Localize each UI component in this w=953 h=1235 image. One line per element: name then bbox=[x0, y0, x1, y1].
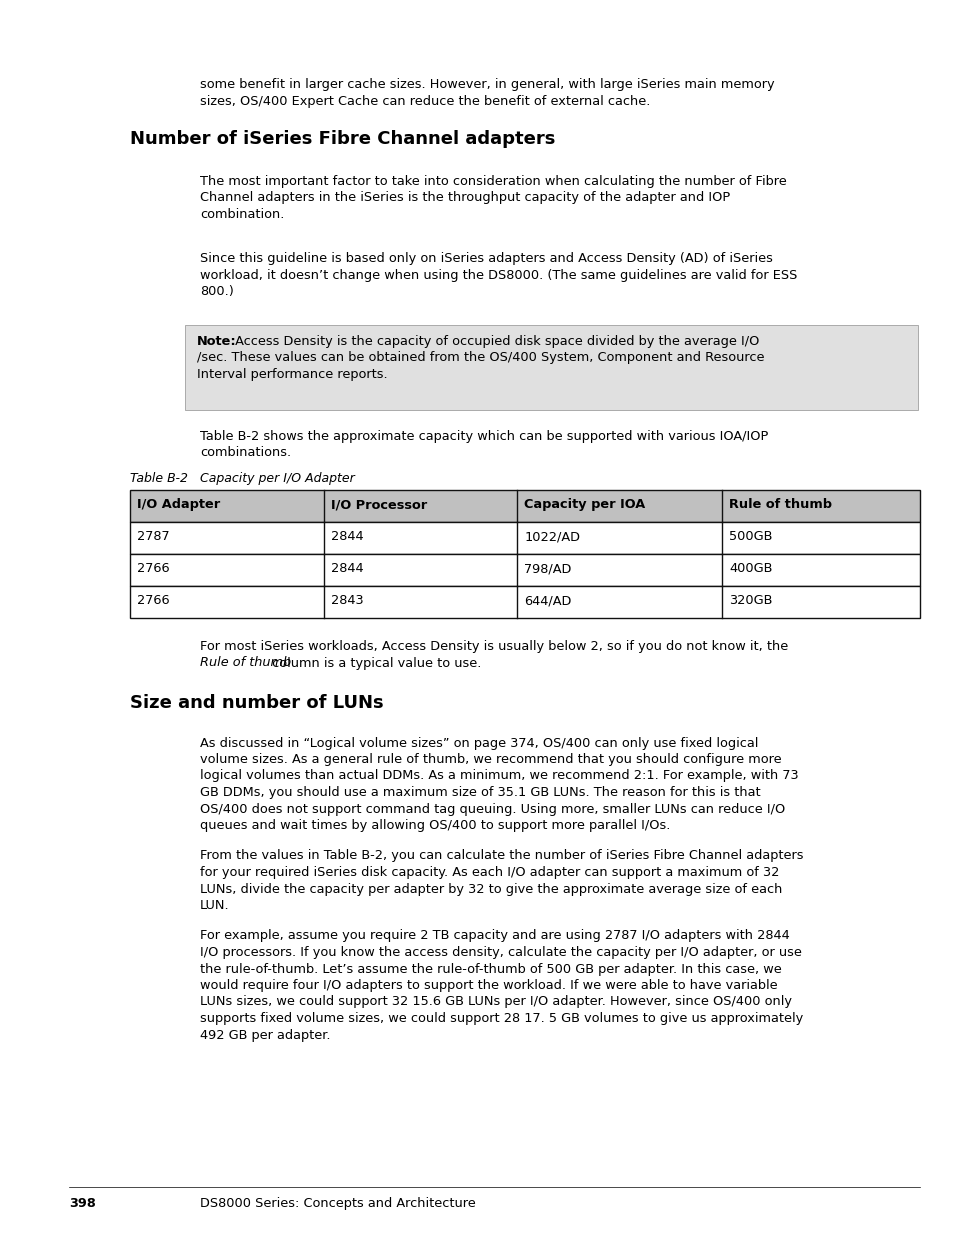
Text: 644/AD: 644/AD bbox=[523, 594, 571, 606]
Text: 2766: 2766 bbox=[137, 594, 170, 606]
Text: Since this guideline is based only on iSeries adapters and Access Density (AD) o: Since this guideline is based only on iS… bbox=[200, 252, 772, 266]
Text: Number of iSeries Fibre Channel adapters: Number of iSeries Fibre Channel adapters bbox=[130, 130, 555, 148]
Text: 500GB: 500GB bbox=[729, 530, 772, 543]
Text: For most iSeries workloads, Access Density is usually below 2, so if you do not : For most iSeries workloads, Access Densi… bbox=[200, 640, 787, 653]
Text: Note:: Note: bbox=[196, 335, 236, 348]
Text: Channel adapters in the iSeries is the throughput capacity of the adapter and IO: Channel adapters in the iSeries is the t… bbox=[200, 191, 729, 205]
Text: the rule-of-thumb. Let’s assume the rule-of-thumb of 500 GB per adapter. In this: the rule-of-thumb. Let’s assume the rule… bbox=[200, 962, 781, 976]
Text: 492 GB per adapter.: 492 GB per adapter. bbox=[200, 1029, 330, 1041]
Text: Access Density is the capacity of occupied disk space divided by the average I/O: Access Density is the capacity of occupi… bbox=[231, 335, 759, 348]
Text: Size and number of LUNs: Size and number of LUNs bbox=[130, 694, 383, 713]
Text: 2787: 2787 bbox=[137, 530, 170, 543]
Text: sizes, OS/400 Expert Cache can reduce the benefit of external cache.: sizes, OS/400 Expert Cache can reduce th… bbox=[200, 95, 650, 107]
Text: 320GB: 320GB bbox=[729, 594, 772, 606]
Text: 2843: 2843 bbox=[330, 594, 363, 606]
Text: /sec. These values can be obtained from the OS/400 System, Component and Resourc: /sec. These values can be obtained from … bbox=[196, 352, 763, 364]
Text: volume sizes. As a general rule of thumb, we recommend that you should configure: volume sizes. As a general rule of thumb… bbox=[200, 753, 781, 766]
Text: As discussed in “Logical volume sizes” on page 374, OS/400 can only use fixed lo: As discussed in “Logical volume sizes” o… bbox=[200, 736, 758, 750]
Text: From the values in Table B-2, you can calculate the number of iSeries Fibre Chan: From the values in Table B-2, you can ca… bbox=[200, 850, 802, 862]
Text: Capacity per IOA: Capacity per IOA bbox=[523, 498, 644, 511]
Text: Table B-2   Capacity per I/O Adapter: Table B-2 Capacity per I/O Adapter bbox=[130, 472, 355, 485]
Text: column is a typical value to use.: column is a typical value to use. bbox=[268, 657, 481, 669]
Text: 400GB: 400GB bbox=[729, 562, 772, 576]
Text: 800.): 800.) bbox=[200, 285, 233, 298]
Text: Rule of thumb: Rule of thumb bbox=[200, 657, 291, 669]
Bar bbox=[185, 325, 917, 410]
Text: Interval performance reports.: Interval performance reports. bbox=[196, 368, 387, 382]
Bar bbox=[130, 522, 919, 555]
Text: OS/400 does not support command tag queuing. Using more, smaller LUNs can reduce: OS/400 does not support command tag queu… bbox=[200, 803, 784, 815]
Text: 1022/AD: 1022/AD bbox=[523, 530, 579, 543]
Text: for your required iSeries disk capacity. As each I/O adapter can support a maxim: for your required iSeries disk capacity.… bbox=[200, 866, 779, 879]
Bar bbox=[130, 490, 919, 522]
Text: I/O Adapter: I/O Adapter bbox=[137, 498, 220, 511]
Text: combination.: combination. bbox=[200, 207, 284, 221]
Text: Rule of thumb: Rule of thumb bbox=[729, 498, 832, 511]
Text: 2766: 2766 bbox=[137, 562, 170, 576]
Text: Table B-2 shows the approximate capacity which can be supported with various IOA: Table B-2 shows the approximate capacity… bbox=[200, 430, 767, 443]
Text: 2844: 2844 bbox=[330, 562, 363, 576]
Text: The most important factor to take into consideration when calculating the number: The most important factor to take into c… bbox=[200, 175, 786, 188]
Text: would require four I/O adapters to support the workload. If we were able to have: would require four I/O adapters to suppo… bbox=[200, 979, 777, 992]
Text: For example, assume you require 2 TB capacity and are using 2787 I/O adapters wi: For example, assume you require 2 TB cap… bbox=[200, 930, 789, 942]
Bar bbox=[130, 555, 919, 585]
Text: supports fixed volume sizes, we could support 28 17. 5 GB volumes to give us app: supports fixed volume sizes, we could su… bbox=[200, 1011, 802, 1025]
Text: 398: 398 bbox=[69, 1197, 95, 1210]
Text: LUNs sizes, we could support 32 15.6 GB LUNs per I/O adapter. However, since OS/: LUNs sizes, we could support 32 15.6 GB … bbox=[200, 995, 791, 1009]
Text: some benefit in larger cache sizes. However, in general, with large iSeries main: some benefit in larger cache sizes. Howe… bbox=[200, 78, 774, 91]
Text: 2844: 2844 bbox=[330, 530, 363, 543]
Bar bbox=[130, 585, 919, 618]
Text: 798/AD: 798/AD bbox=[523, 562, 571, 576]
Text: LUNs, divide the capacity per adapter by 32 to give the approximate average size: LUNs, divide the capacity per adapter by… bbox=[200, 883, 781, 895]
Text: combinations.: combinations. bbox=[200, 447, 291, 459]
Text: workload, it doesn’t change when using the DS8000. (The same guidelines are vali: workload, it doesn’t change when using t… bbox=[200, 268, 797, 282]
Text: DS8000 Series: Concepts and Architecture: DS8000 Series: Concepts and Architecture bbox=[200, 1197, 476, 1210]
Text: I/O Processor: I/O Processor bbox=[330, 498, 426, 511]
Text: logical volumes than actual DDMs. As a minimum, we recommend 2:1. For example, w: logical volumes than actual DDMs. As a m… bbox=[200, 769, 798, 783]
Text: I/O processors. If you know the access density, calculate the capacity per I/O a: I/O processors. If you know the access d… bbox=[200, 946, 801, 960]
Text: LUN.: LUN. bbox=[200, 899, 230, 911]
Text: GB DDMs, you should use a maximum size of 35.1 GB LUNs. The reason for this is t: GB DDMs, you should use a maximum size o… bbox=[200, 785, 760, 799]
Text: queues and wait times by allowing OS/400 to support more parallel I/Os.: queues and wait times by allowing OS/400… bbox=[200, 819, 670, 832]
